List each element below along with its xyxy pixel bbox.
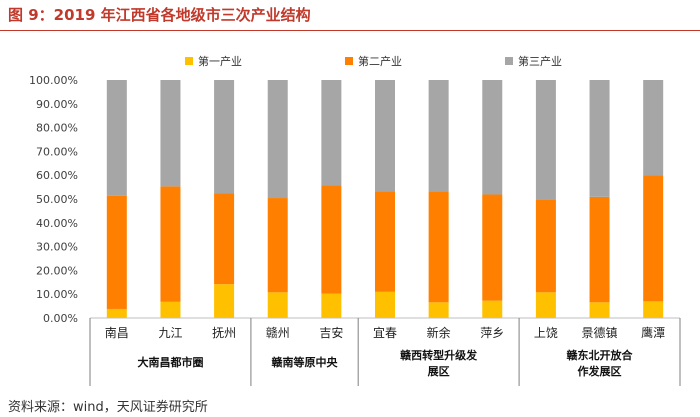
x-category-label: 萍乡 — [480, 326, 504, 340]
legend-swatch-2 — [345, 57, 353, 65]
title-divider — [0, 30, 700, 31]
bar-1-3 — [214, 284, 235, 318]
source-note: 资料来源：wind，天风证券研究所 — [8, 400, 208, 415]
group-label-3: 赣西转型升级发 — [400, 348, 478, 362]
bar-2-9 — [535, 199, 556, 293]
bar-2-11 — [643, 175, 664, 302]
bar-2-10 — [589, 196, 610, 303]
legend-label-2: 第二产业 — [358, 54, 402, 68]
y-tick-label: 20.00% — [36, 264, 78, 277]
bar-3-1 — [106, 80, 127, 196]
bar-1-6 — [375, 291, 395, 318]
x-category-label: 新余 — [427, 325, 451, 340]
x-category-label: 赣州 — [266, 326, 290, 340]
bar-3-8 — [482, 80, 503, 195]
bar-2-6 — [375, 191, 395, 292]
bar-2-4 — [267, 198, 288, 293]
y-tick-label: 40.00% — [36, 217, 78, 230]
legend-swatch-1 — [185, 57, 193, 65]
bar-3-4 — [267, 80, 288, 199]
bar-2-3 — [214, 193, 235, 285]
y-tick-label: 10.00% — [36, 288, 78, 301]
legend-label-3: 第三产业 — [518, 54, 562, 68]
y-tick-label: 50.00% — [36, 193, 78, 206]
bar-3-10 — [589, 80, 610, 197]
group-label-2: 赣南等原中央 — [272, 355, 339, 369]
x-category-label: 上饶 — [534, 326, 558, 340]
x-category-label: 景德镇 — [582, 325, 618, 340]
bar-3-2 — [160, 80, 181, 187]
figure-title: 图 9：2019 年江西省各地级市三次产业结构 — [8, 6, 311, 24]
x-category-label: 鹰潭 — [641, 325, 665, 340]
y-tick-label: 30.00% — [36, 241, 78, 254]
bar-1-9 — [535, 292, 556, 318]
x-category-label: 九江 — [158, 326, 182, 340]
y-tick-label: 70.00% — [36, 145, 78, 158]
bar-2-5 — [321, 185, 342, 294]
x-category-label: 宜春 — [373, 325, 397, 340]
bar-3-7 — [428, 80, 449, 192]
group-label-4: 作发展区 — [578, 364, 622, 378]
group-label-1: 大南昌都市圈 — [137, 355, 203, 369]
bar-1-10 — [589, 302, 610, 318]
legend-label-1: 第一产业 — [198, 54, 242, 68]
bar-2-7 — [428, 191, 449, 303]
bar-1-4 — [267, 292, 288, 318]
y-tick-label: 90.00% — [36, 98, 78, 111]
bar-1-8 — [482, 300, 503, 318]
bar-2-1 — [106, 195, 127, 309]
bar-1-2 — [160, 301, 181, 318]
bar-1-5 — [321, 293, 342, 318]
x-category-label: 吉安 — [319, 325, 343, 340]
y-tick-label: 60.00% — [36, 169, 78, 182]
group-label-3: 展区 — [427, 365, 450, 378]
x-category-label: 抚州 — [212, 326, 236, 340]
bar-3-11 — [643, 80, 664, 176]
bar-3-3 — [214, 80, 235, 194]
stacked-bar-chart: 第一产业 第二产业 第三产业 0.00% 10.00% 20.00% 30.00% 40.00… — [29, 54, 681, 386]
y-tick-label: 100.00% — [29, 74, 78, 87]
bar-1-1 — [106, 308, 127, 318]
bar-3-6 — [375, 80, 395, 192]
bar-1-7 — [428, 302, 449, 318]
bar-3-5 — [321, 80, 342, 186]
x-category-label: 南昌 — [105, 325, 129, 340]
bar-2-2 — [160, 186, 181, 302]
bar-2-8 — [482, 194, 503, 301]
group-label-4: 赣东北开放合 — [567, 348, 634, 362]
y-tick-label: 80.00% — [36, 122, 78, 135]
bar-3-9 — [535, 80, 556, 200]
bar-1-11 — [643, 301, 664, 318]
y-tick-label: 0.00% — [43, 312, 78, 325]
legend-swatch-3 — [505, 57, 513, 65]
